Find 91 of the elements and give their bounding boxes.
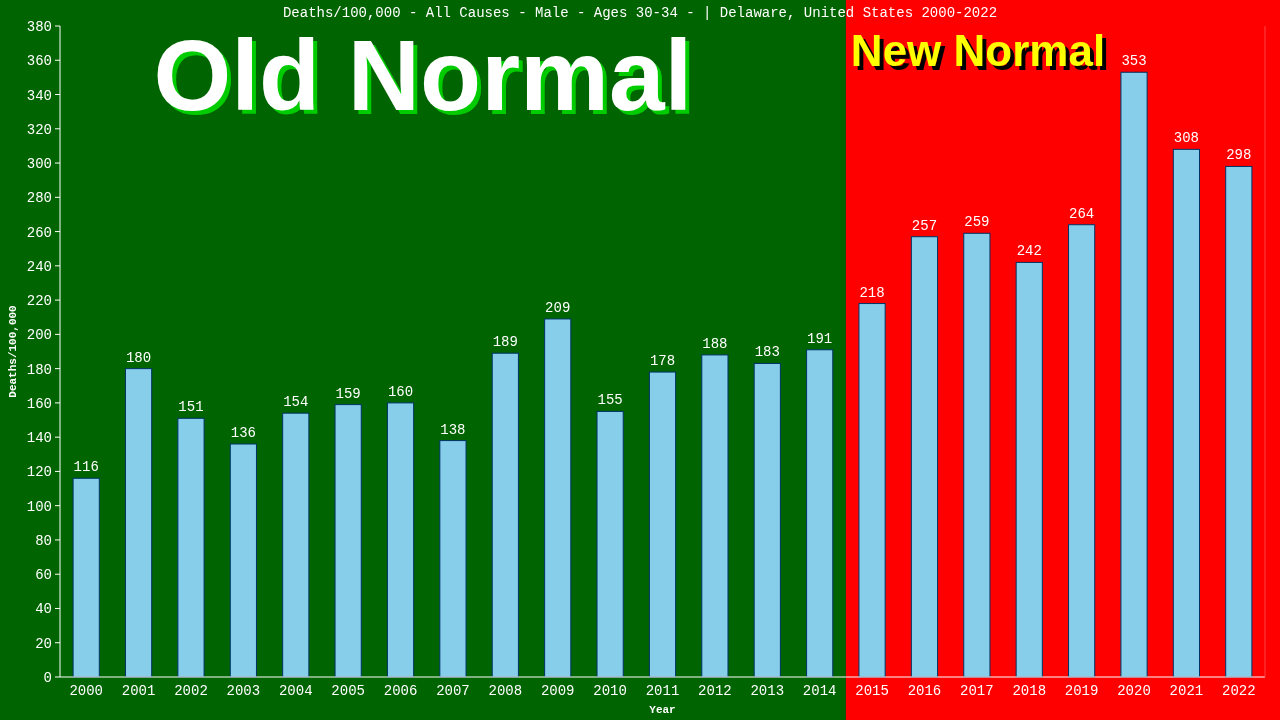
bar <box>72 477 100 678</box>
y-tick-label: 160 <box>26 395 52 412</box>
data-label: 242 <box>1016 243 1042 260</box>
data-label: 178 <box>649 353 676 370</box>
y-tick-label: 180 <box>26 361 52 378</box>
y-tick-label: 120 <box>26 464 52 481</box>
y-axis-title: Deaths/100,000 <box>7 305 19 398</box>
bar <box>910 236 939 678</box>
y-tick-label: 140 <box>26 430 52 447</box>
bar <box>386 402 415 678</box>
bar <box>648 371 677 678</box>
y-tick-label: 300 <box>26 156 52 173</box>
x-tick-label: 2006 <box>383 683 418 699</box>
y-tick-label: 360 <box>26 53 52 70</box>
bar <box>491 352 519 678</box>
data-label: 308 <box>1173 130 1200 147</box>
x-tick-label: 2010 <box>593 683 627 699</box>
bar <box>806 349 834 678</box>
x-tick-label: 2002 <box>174 683 208 699</box>
x-tick-label: 2014 <box>802 683 837 699</box>
y-tick-label: 80 <box>35 532 52 549</box>
bar <box>1172 148 1201 678</box>
x-tick-label: 2011 <box>645 683 680 699</box>
bar <box>963 232 991 678</box>
y-tick-label: 40 <box>35 601 52 618</box>
y-tick-label: 20 <box>35 635 52 652</box>
data-label: 257 <box>911 217 938 234</box>
bar <box>858 303 886 678</box>
data-label: 136 <box>230 425 256 442</box>
bar <box>229 443 257 678</box>
y-tick-label: 280 <box>26 190 52 207</box>
data-label: 154 <box>283 394 309 411</box>
bar <box>177 417 205 678</box>
x-tick-label: 2016 <box>907 683 942 699</box>
data-label: 160 <box>387 383 414 400</box>
bar <box>124 368 153 678</box>
y-tick-label: 60 <box>35 567 52 584</box>
y-tick-label: 260 <box>26 224 52 241</box>
bar <box>282 412 310 678</box>
bar <box>439 440 467 678</box>
bar <box>596 410 624 678</box>
x-tick-label: 2008 <box>488 683 523 699</box>
x-tick-label: 2012 <box>698 683 732 699</box>
data-label: 189 <box>492 334 518 351</box>
data-label: 180 <box>125 349 152 366</box>
bar <box>1015 261 1043 678</box>
x-tick-label: 2019 <box>1064 683 1099 699</box>
x-tick-label: 2018 <box>1012 683 1047 699</box>
x-tick-label: 2020 <box>1117 683 1151 699</box>
x-tick-label: 2013 <box>750 683 785 699</box>
y-tick-label: 320 <box>26 121 52 138</box>
data-label: 155 <box>597 392 623 409</box>
x-tick-label: 2021 <box>1169 683 1204 699</box>
bar <box>1068 224 1096 678</box>
bar <box>1120 71 1148 678</box>
x-tick-label: 2009 <box>540 683 575 699</box>
data-label: 259 <box>964 214 990 231</box>
data-label: 116 <box>73 459 99 476</box>
x-tick-label: 2017 <box>960 683 994 699</box>
bar <box>334 404 362 678</box>
data-label: 138 <box>440 421 466 438</box>
x-tick-label: 2004 <box>278 683 313 699</box>
y-tick-label: 220 <box>26 293 52 310</box>
data-label: 159 <box>335 385 361 402</box>
x-axis-title: Year <box>649 704 676 716</box>
data-label: 188 <box>702 335 728 352</box>
x-tick-label: 2007 <box>436 683 470 699</box>
data-label: 191 <box>807 330 833 347</box>
y-tick-label: 240 <box>26 258 52 275</box>
y-tick-label: 340 <box>26 87 52 104</box>
bar <box>544 318 572 678</box>
data-label: 353 <box>1121 53 1147 70</box>
bar <box>753 362 781 678</box>
y-tick-label: 380 <box>26 19 52 35</box>
data-label: 183 <box>754 344 780 361</box>
bar <box>1225 165 1253 678</box>
data-label: 298 <box>1226 147 1252 164</box>
data-label: 151 <box>178 399 204 416</box>
bar <box>701 354 729 678</box>
x-tick-label: 2022 <box>1222 683 1256 699</box>
x-tick-label: 2001 <box>121 683 156 699</box>
y-tick-label: 100 <box>26 498 52 515</box>
y-tick-label: 200 <box>26 327 52 344</box>
x-tick-label: 2005 <box>331 683 365 699</box>
x-tick-label: 2015 <box>855 683 889 699</box>
x-tick-label: 2000 <box>69 683 103 699</box>
data-label: 264 <box>1069 205 1095 222</box>
data-label: 209 <box>545 299 571 316</box>
y-tick-label: 0 <box>43 670 52 686</box>
data-label: 218 <box>859 284 885 301</box>
x-tick-label: 2003 <box>226 683 261 699</box>
